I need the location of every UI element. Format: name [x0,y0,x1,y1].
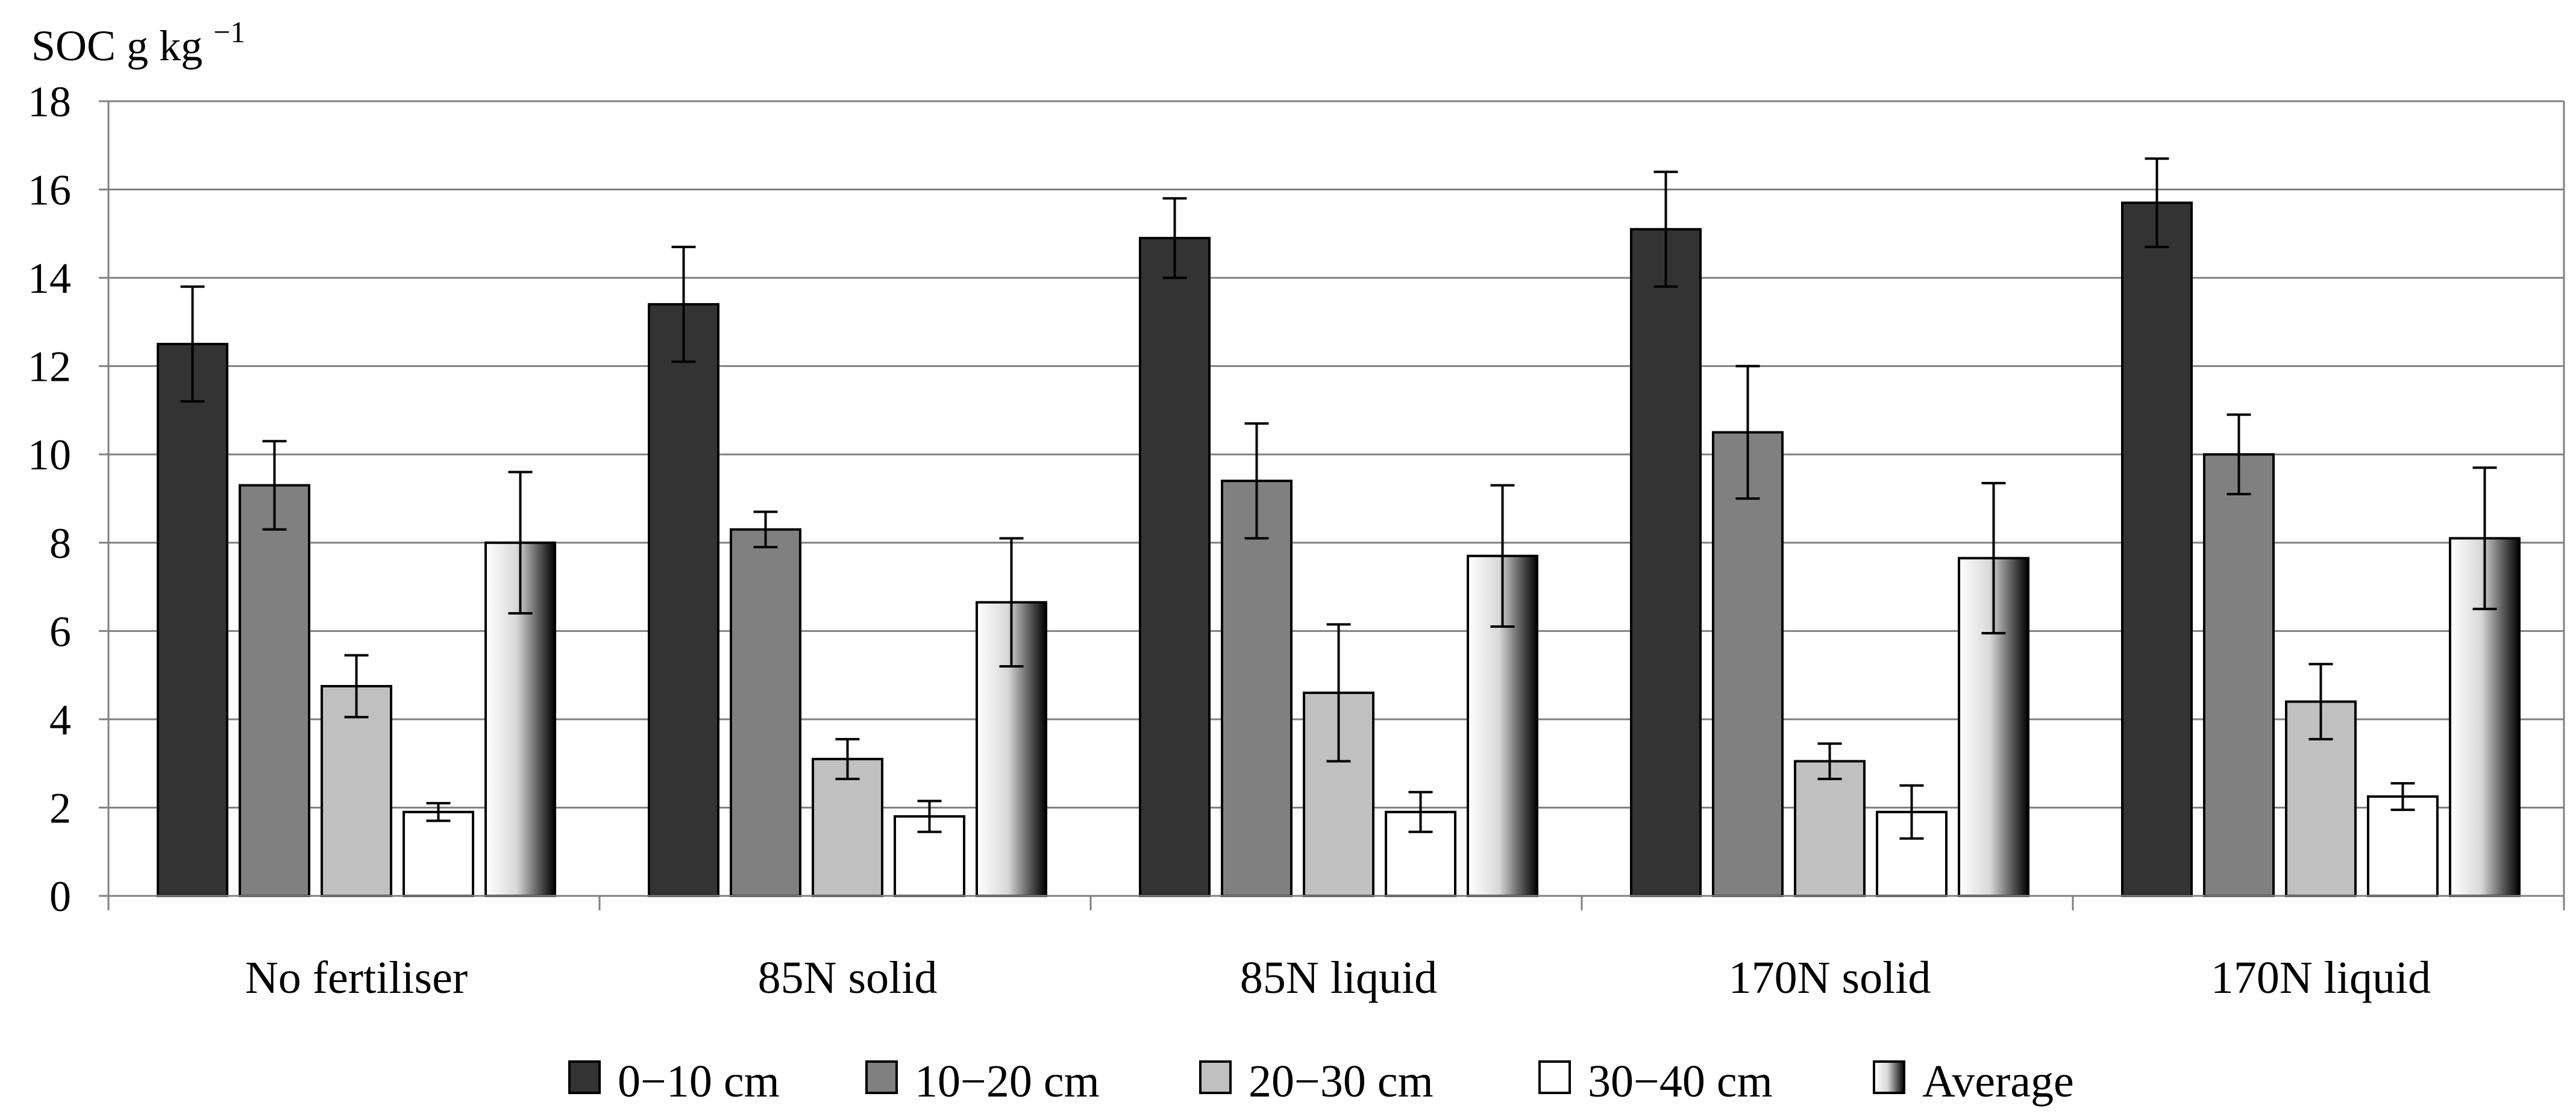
bar-170n-solid-0-10-cm [1630,228,1702,897]
legend-label-30-40-cm: 30−40 cm [1588,1056,1773,1107]
y-tick-label-12: 12 [28,343,71,391]
axes-group [99,100,2565,910]
legend-swatch-30-40-cm [1538,1060,1571,1094]
bar-85n-solid-10-20-cm [730,528,801,897]
bar-85n-liquid-0-10-cm [1139,237,1211,897]
y-tick-label-6: 6 [49,607,71,655]
category-label-85n-solid: 85N solid [758,953,938,1003]
y-tick-label-2: 2 [49,784,71,832]
y-axis-title-superscript: −1 [213,15,245,49]
bar-85n-liquid-10-20-cm [1221,480,1293,897]
legend-label-average: Average [1922,1056,2074,1107]
legend-swatch-10-20-cm [865,1060,898,1094]
bar-85n-solid-0-10-cm [648,303,719,898]
bars-group [157,201,2521,898]
legend-swatch-0-10-cm [568,1060,601,1094]
y-axis-title-main: SOC g kg [31,22,202,70]
error-bars-group [180,157,2497,840]
category-label-170n-solid: 170N solid [1729,953,1931,1003]
bar-170n-solid-20-30-cm [1794,760,1866,898]
category-labels: No fertiliser 85N solid 85N liquid 170N sol… [245,953,2431,1003]
y-tick-label-4: 4 [49,696,71,744]
bar-170n-liquid-30-40-cm [2367,795,2439,897]
legend-label-0-10-cm: 0−10 cm [618,1056,780,1107]
y-tick-label-16: 16 [28,166,71,214]
y-tick-label-8: 8 [49,519,71,568]
bar-170n-solid-average [1958,557,2029,897]
category-label-170n-liquid: 170N liquid [2211,953,2431,1003]
y-tick-label-10: 10 [28,431,71,479]
bar-no-fertiliser-30-40-cm [403,810,474,897]
y-tick-labels: 0 2 4 6 8 10 12 14 16 18 [28,78,71,921]
y-tick-label-0: 0 [49,872,71,921]
y-axis-title: SOC g kg −1 [31,15,245,70]
bar-170n-liquid-0-10-cm [2121,201,2193,897]
category-label-85n-liquid: 85N liquid [1240,953,1437,1003]
legend: 0−10 cm 10−20 cm 20−30 cm 30−40 cm Average [568,1056,2074,1107]
legend-swatch-average [1873,1060,1905,1094]
category-label-no-fertiliser: No fertiliser [245,953,468,1003]
y-tick-label-18: 18 [28,78,71,126]
bar-170n-liquid-10-20-cm [2203,453,2275,897]
bar-170n-solid-10-20-cm [1712,431,1784,897]
legend-label-10-20-cm: 10−20 cm [915,1056,1100,1107]
legend-label-20-30-cm: 20−30 cm [1249,1056,1434,1107]
y-tick-label-14: 14 [28,254,71,302]
legend-swatch-20-30-cm [1199,1060,1232,1094]
bar-no-fertiliser-0-10-cm [157,343,228,897]
bar-no-fertiliser-10-20-cm [239,484,310,897]
